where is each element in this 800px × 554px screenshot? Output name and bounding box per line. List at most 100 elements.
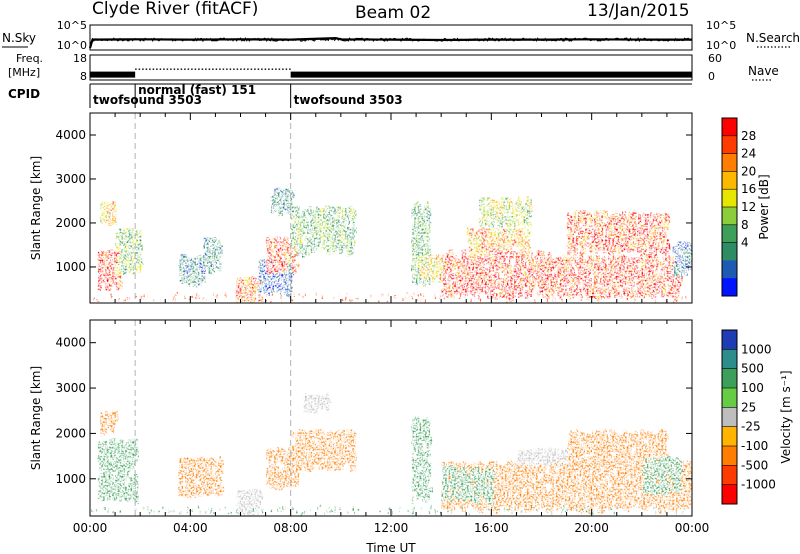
scatter-cell bbox=[433, 263, 437, 273]
scatter-cell bbox=[185, 255, 189, 259]
scatter-cell bbox=[487, 273, 491, 279]
scatter-cell bbox=[126, 297, 128, 301]
scatter-cell bbox=[278, 208, 282, 217]
scatter-cell bbox=[332, 239, 335, 246]
scatter-cell bbox=[528, 221, 532, 227]
scatter-cell bbox=[235, 288, 239, 297]
scatter-cell bbox=[579, 289, 582, 298]
scatter-cell bbox=[294, 447, 300, 453]
scatter-cell bbox=[276, 447, 279, 454]
scatter-cell bbox=[260, 269, 264, 277]
scatter-cell bbox=[618, 212, 622, 219]
scatter-cell bbox=[271, 270, 274, 279]
scatter-cell bbox=[310, 446, 314, 451]
scatter-cell bbox=[508, 218, 513, 224]
scatter-cell bbox=[599, 229, 601, 238]
scatter-cell bbox=[653, 280, 658, 288]
scatter-cell bbox=[517, 229, 521, 234]
scatter-cell bbox=[586, 291, 591, 301]
scatter-cell bbox=[332, 220, 335, 225]
scatter-cell bbox=[349, 465, 352, 472]
scatter-cell bbox=[675, 299, 678, 303]
scatter-cell bbox=[576, 280, 579, 287]
scatter-cell bbox=[113, 410, 119, 419]
scatter-cell bbox=[272, 263, 276, 272]
scatter-cell bbox=[477, 237, 483, 241]
scatter-cell bbox=[315, 292, 317, 296]
scatter-cell bbox=[300, 242, 305, 248]
scatter-cell bbox=[115, 232, 119, 236]
scatter-cell bbox=[218, 261, 222, 265]
scatter-cell bbox=[590, 217, 594, 224]
scatter-cell bbox=[520, 212, 526, 218]
scatter-cell bbox=[271, 209, 274, 214]
scatter-cell bbox=[186, 476, 191, 484]
scatter-cell bbox=[500, 278, 504, 283]
scatter-cell bbox=[625, 293, 628, 297]
scatter-cell bbox=[282, 245, 285, 249]
scatter-cell bbox=[258, 294, 261, 302]
scatter-cell bbox=[316, 395, 321, 400]
scatter-cell bbox=[687, 264, 690, 272]
scatter-cell bbox=[414, 227, 418, 232]
scatter-cell bbox=[338, 461, 341, 467]
scatter-cell bbox=[683, 241, 688, 250]
scatter-cell bbox=[478, 287, 483, 292]
scatter-cell bbox=[184, 295, 186, 299]
colorbar-segment bbox=[722, 242, 737, 261]
scatter-cell bbox=[421, 213, 425, 220]
scatter-cell bbox=[101, 495, 105, 501]
scatter-cell bbox=[121, 464, 123, 473]
scatter-cell bbox=[209, 264, 213, 274]
scatter-cell bbox=[266, 470, 270, 478]
scatter-cell bbox=[568, 270, 571, 277]
scatter-cell bbox=[108, 468, 110, 475]
scatter-cell bbox=[132, 252, 135, 261]
scatter-cell bbox=[526, 221, 530, 226]
scatter-cell bbox=[242, 507, 247, 511]
scatter-cell bbox=[605, 233, 609, 241]
scatter-cell bbox=[198, 476, 203, 482]
scatter-cell bbox=[634, 274, 639, 280]
scatter-cell bbox=[292, 466, 296, 474]
scatter-cell bbox=[326, 456, 330, 464]
scatter-cell bbox=[551, 286, 554, 293]
scatter-cell bbox=[109, 474, 114, 484]
scatter-cell bbox=[196, 457, 199, 464]
y-tick-label: 1000 bbox=[55, 260, 86, 274]
scatter-cell bbox=[270, 294, 273, 297]
scatter-cell bbox=[139, 262, 142, 267]
scatter-cell bbox=[519, 261, 522, 266]
scatter-cell bbox=[318, 460, 322, 470]
scatter-cell bbox=[260, 284, 265, 292]
scatter-cell bbox=[285, 462, 290, 467]
scatter-cell bbox=[268, 266, 273, 274]
scatter-cell bbox=[318, 454, 320, 461]
scatter-cell bbox=[585, 292, 587, 296]
noise-panel: N.Sky 10^5 10^0 10^5 10^0 N.Search bbox=[2, 19, 800, 52]
scatter-cell bbox=[210, 457, 213, 462]
scatter-cell bbox=[292, 478, 297, 482]
scatter-cell bbox=[283, 449, 286, 456]
scatter-cell bbox=[441, 254, 445, 258]
scatter-cell bbox=[341, 429, 345, 435]
scatter-cell bbox=[572, 217, 575, 222]
scatter-cell bbox=[104, 471, 107, 479]
scatter-cell bbox=[637, 244, 641, 254]
scatter-cell bbox=[304, 209, 310, 214]
scatter-cell bbox=[632, 214, 637, 223]
scatter-cell bbox=[513, 219, 516, 228]
scatter-cell bbox=[279, 250, 282, 258]
scatter-cell bbox=[332, 453, 337, 461]
scatter-cell bbox=[336, 205, 341, 213]
scatter-cell bbox=[621, 272, 624, 280]
scatter-cell bbox=[291, 463, 295, 468]
scatter-cell bbox=[212, 461, 215, 467]
scatter-cell bbox=[421, 219, 426, 224]
scatter-cell bbox=[568, 240, 572, 246]
scatter-cell bbox=[215, 471, 218, 476]
scatter-cell bbox=[578, 275, 581, 284]
scatter-cell bbox=[552, 298, 554, 302]
scatter-cell bbox=[250, 292, 252, 296]
